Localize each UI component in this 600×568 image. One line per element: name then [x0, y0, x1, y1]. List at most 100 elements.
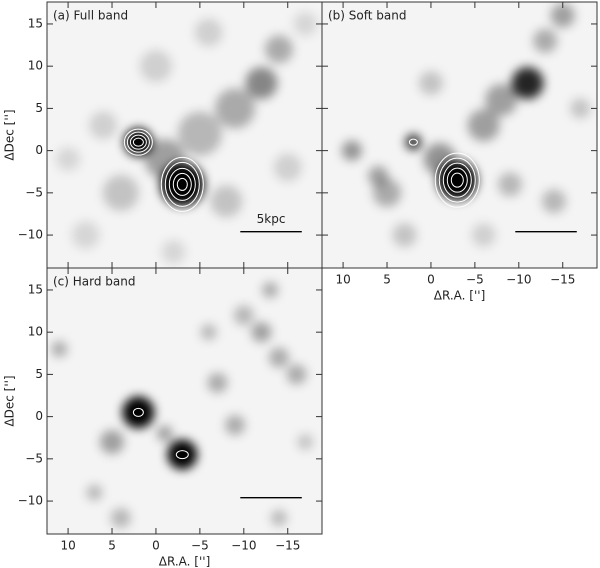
- contour: [129, 134, 147, 150]
- y-axis-label: ΔDec ['']: [3, 375, 17, 426]
- contour: [172, 172, 192, 196]
- y-tick-label: 0: [35, 409, 43, 423]
- y-tick-label: 10: [28, 325, 43, 339]
- y-tick-label: 5: [35, 101, 43, 115]
- emission-blob: [445, 172, 470, 197]
- contour: [446, 167, 468, 193]
- emission-blob: [122, 396, 155, 429]
- emission-blob: [273, 153, 302, 182]
- panel: (b) Soft band: [322, 2, 597, 268]
- emission-blob: [177, 111, 222, 156]
- emission-blob: [161, 239, 186, 264]
- y-axis-label: ΔDec ['']: [3, 109, 17, 160]
- x-tick-label: −10: [231, 539, 256, 553]
- y-tick-label: 15: [28, 282, 43, 296]
- x-tick-label: 5: [108, 539, 116, 553]
- emission-blob: [498, 172, 523, 197]
- emission-blob: [471, 223, 496, 248]
- y-tick-label: 5: [35, 367, 43, 381]
- emission-blob: [511, 67, 544, 100]
- contour: [132, 137, 144, 147]
- emission-blob: [262, 281, 279, 298]
- emission-blob: [167, 439, 198, 470]
- x-axis-label: ΔR.A. ['']: [159, 555, 211, 568]
- emission-blob: [233, 305, 254, 326]
- emission-blob: [264, 35, 293, 64]
- emission-blob: [533, 28, 558, 53]
- emission-blob: [225, 415, 246, 436]
- y-tick-label: 15: [28, 16, 43, 30]
- contour: [438, 157, 476, 203]
- emission-blob: [56, 147, 81, 172]
- emission-blob: [144, 139, 185, 180]
- emission-blob: [341, 140, 362, 161]
- x-tick-label: 0: [427, 273, 435, 287]
- panel-frame: [46, 267, 323, 535]
- y-tick-label: −10: [18, 228, 43, 242]
- emission-blob: [102, 174, 139, 211]
- x-tick-label: −10: [506, 273, 531, 287]
- y-tick-label: 0: [35, 143, 43, 157]
- emission-blob: [139, 50, 172, 83]
- y-tick-label: −5: [25, 451, 43, 465]
- y-tick-label: 10: [28, 59, 43, 73]
- emission-blob: [210, 185, 243, 218]
- emission-blob: [200, 324, 217, 341]
- emission-blob: [124, 128, 153, 157]
- panel-label: (c) Hard band: [53, 275, 136, 289]
- contour: [126, 131, 150, 153]
- emission-blob: [110, 507, 131, 528]
- x-tick-label: −15: [550, 273, 575, 287]
- x-tick-label: 5: [383, 273, 391, 287]
- emission-blob: [405, 134, 422, 151]
- panel: (c) Hard band: [47, 268, 322, 534]
- contour: [132, 407, 144, 417]
- y-tick-label: −5: [25, 185, 43, 199]
- contour: [408, 138, 418, 146]
- emission-blob: [368, 165, 389, 186]
- emission-blob: [245, 67, 278, 100]
- x-tick-label: 10: [60, 539, 75, 553]
- contour: [168, 167, 196, 201]
- emission-blob: [392, 223, 417, 248]
- contour: [175, 450, 189, 460]
- contour: [434, 152, 480, 208]
- x-tick-label: −5: [466, 273, 484, 287]
- emission-blob: [194, 18, 223, 47]
- scale-bar-label: 5kpc: [257, 212, 286, 226]
- contour: [442, 162, 472, 198]
- emission-blob: [467, 109, 500, 142]
- emission-blob: [156, 425, 173, 442]
- panel-label: (b) Soft band: [328, 9, 406, 23]
- emission-blob: [541, 189, 566, 214]
- x-tick-label: −5: [191, 539, 209, 553]
- emission-blob: [215, 88, 256, 129]
- emission-blob: [286, 364, 307, 385]
- emission-blob: [71, 221, 100, 250]
- x-tick-label: −15: [275, 539, 300, 553]
- panel: 5kpc (a) Full band: [47, 2, 322, 268]
- emission-blob: [270, 509, 287, 526]
- emission-blob: [373, 178, 402, 207]
- emission-blob: [89, 111, 118, 140]
- y-tick-label: −10: [18, 494, 43, 508]
- contour: [164, 161, 200, 207]
- emission-blob: [251, 322, 272, 343]
- emission-map: [51, 281, 314, 528]
- x-tick-label: 10: [335, 273, 350, 287]
- emission-blob: [86, 484, 103, 501]
- contour: [176, 177, 188, 191]
- panel-label: (a) Full band: [53, 9, 128, 23]
- emission-blob: [100, 429, 125, 454]
- contour: [450, 172, 464, 188]
- x-tick-label: 0: [152, 539, 160, 553]
- panel-frame: [321, 1, 598, 269]
- emission-blob: [268, 347, 289, 368]
- contour: [160, 156, 204, 212]
- emission-blob: [297, 433, 314, 450]
- contour: [123, 128, 153, 156]
- emission-blob: [485, 83, 518, 116]
- emission-blob: [418, 71, 443, 96]
- emission-blob: [207, 372, 228, 393]
